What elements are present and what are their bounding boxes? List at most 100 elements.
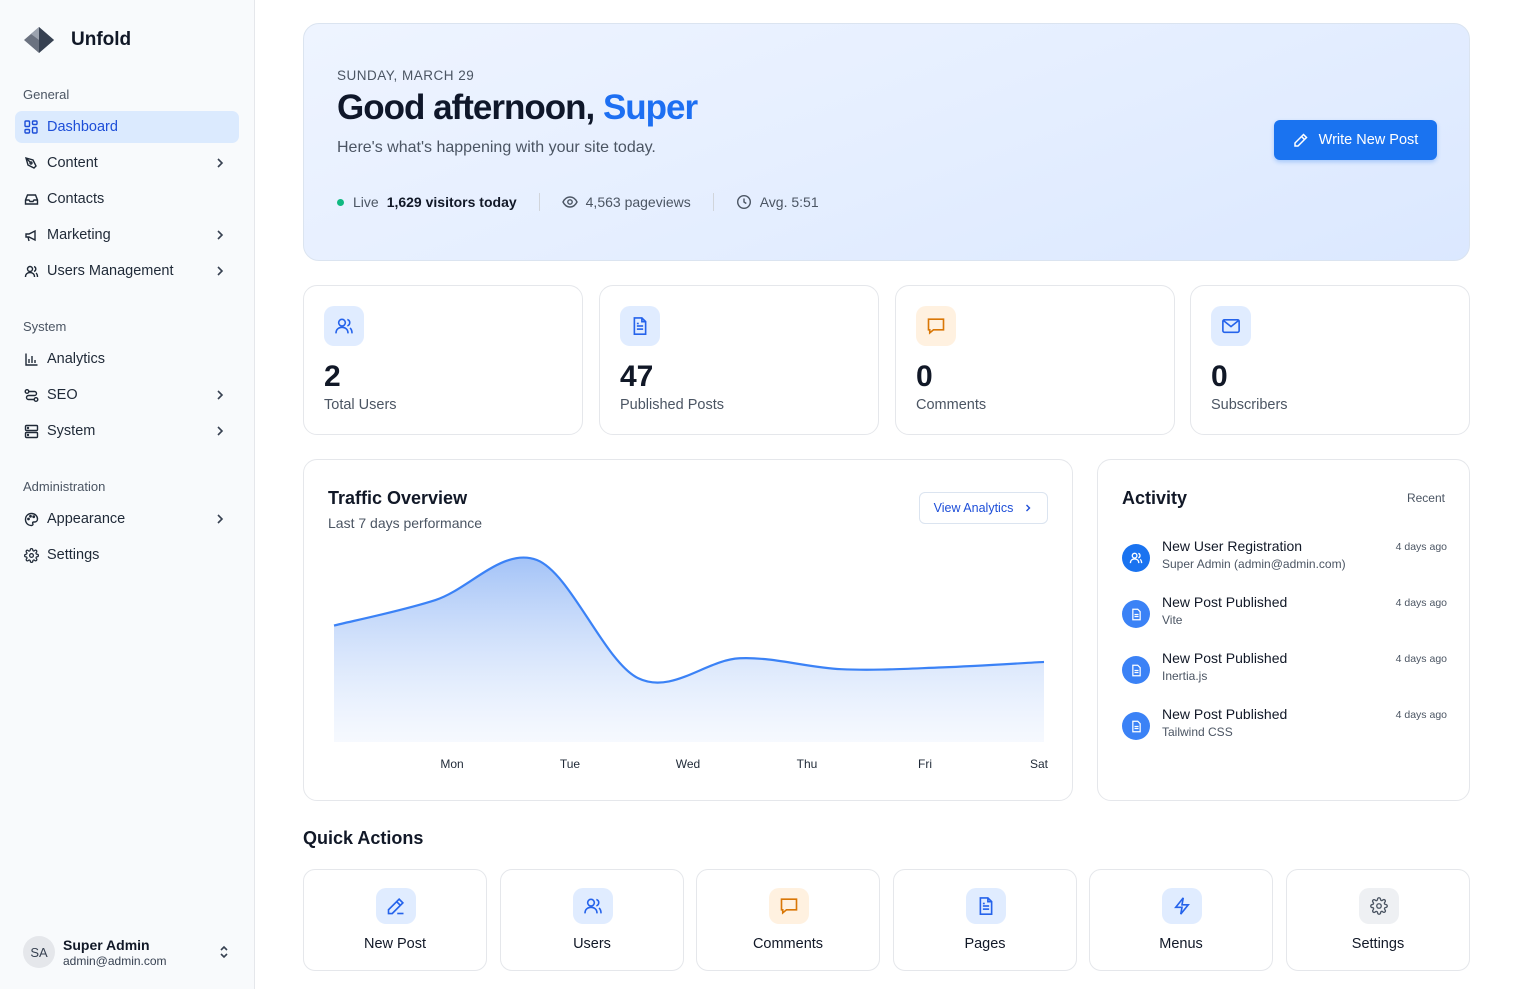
- quick-action-label: Menus: [1159, 936, 1203, 952]
- quick-action-settings[interactable]: Settings: [1286, 869, 1470, 971]
- quick-action-menus[interactable]: Menus: [1089, 869, 1273, 971]
- chevron-right-icon: [217, 230, 224, 240]
- stat-label: Subscribers: [1211, 397, 1288, 413]
- sidebar-item-label: System: [47, 423, 96, 439]
- users-icon: [335, 318, 353, 334]
- sidebar-item-label: SEO: [47, 387, 78, 403]
- document-icon: [1131, 608, 1141, 620]
- sidebar-item-appearance[interactable]: Appearance: [15, 503, 239, 535]
- x-tick-label: Wed: [676, 757, 700, 771]
- quick-action-icon-box: [966, 888, 1006, 924]
- section-general: General: [23, 87, 70, 102]
- avg-duration: Avg. 5:51: [759, 194, 819, 210]
- stat-icon-box: [620, 306, 660, 346]
- users-icon: [584, 898, 602, 914]
- activity-item[interactable]: New Post Published Vite 4 days ago: [1122, 594, 1447, 634]
- quick-action-label: Pages: [964, 936, 1006, 952]
- pencil-icon: [387, 897, 405, 915]
- sidebar-item-content[interactable]: Content: [15, 147, 239, 179]
- pencil-icon: [1293, 133, 1308, 147]
- activity-time: 4 days ago: [1395, 709, 1447, 721]
- gear-icon: [1370, 897, 1388, 915]
- divider: [712, 193, 714, 211]
- palette-icon: [23, 511, 39, 527]
- eye-icon: [561, 196, 578, 208]
- quick-actions-title: Quick Actions: [303, 828, 424, 848]
- dashboard-grid-icon: [23, 119, 39, 135]
- chevron-right-icon: [217, 514, 224, 524]
- sidebar-item-seo[interactable]: SEO: [15, 379, 239, 411]
- sidebar-item-label: Analytics: [47, 351, 106, 367]
- sidebar-item-label: Dashboard: [47, 119, 118, 135]
- activity-icon-box: [1122, 712, 1150, 740]
- greeting-name: Super: [602, 88, 698, 127]
- chevron-up-down-icon[interactable]: [217, 944, 231, 960]
- quick-action-users[interactable]: Users: [500, 869, 684, 971]
- activity-item[interactable]: New User Registration Super Admin (admin…: [1122, 538, 1447, 578]
- brand[interactable]: Unfold: [23, 26, 131, 54]
- activity-title-text: New User Registration: [1162, 538, 1303, 554]
- unfold-logo-icon: [24, 27, 54, 53]
- activity-recent-label: Recent: [1406, 491, 1445, 505]
- user-menu[interactable]: SA Super Admin admin@admin.com: [23, 932, 237, 972]
- activity-icon-box: [1122, 656, 1150, 684]
- hero-stats: Live 1,629 visitors today 4,563 pageview…: [337, 193, 819, 211]
- quick-action-icon-box: [769, 888, 809, 924]
- sidebar: Unfold General Dashboard Content Contact…: [0, 0, 255, 989]
- sidebar-item-users-management[interactable]: Users Management: [15, 255, 239, 287]
- users-icon: [23, 263, 39, 279]
- activity-desc: Super Admin (admin@admin.com): [1162, 557, 1346, 571]
- chevron-right-icon: [217, 426, 224, 436]
- x-tick-label: Mon: [440, 757, 463, 771]
- view-analytics-button[interactable]: View Analytics: [919, 492, 1048, 524]
- write-new-post-button[interactable]: Write New Post: [1274, 120, 1437, 160]
- quick-action-pages[interactable]: Pages: [893, 869, 1077, 971]
- quick-action-label: New Post: [363, 936, 427, 952]
- sidebar-item-system[interactable]: System: [15, 415, 239, 447]
- gear-icon: [23, 547, 39, 563]
- chevron-right-icon: [1026, 504, 1031, 512]
- section-administration: Administration: [23, 479, 106, 494]
- activity-time: 4 days ago: [1395, 653, 1447, 665]
- traffic-title: Traffic Overview: [328, 488, 468, 508]
- activity-desc: Tailwind CSS: [1162, 725, 1233, 739]
- activity-title-text: New Post Published: [1162, 594, 1288, 610]
- visitors-count: 1,629 visitors today: [386, 194, 517, 210]
- users-icon: [1129, 552, 1143, 564]
- divider: [538, 193, 540, 211]
- chevron-right-icon: [217, 266, 224, 276]
- quick-action-icon-box: [573, 888, 613, 924]
- activity-icon-box: [1122, 544, 1150, 572]
- stat-value: 2: [324, 360, 341, 393]
- sidebar-item-marketing[interactable]: Marketing: [15, 219, 239, 251]
- sidebar-item-settings[interactable]: Settings: [15, 539, 239, 571]
- pageviews-count: 4,563 pageviews: [585, 194, 691, 210]
- bar-chart-icon: [23, 351, 39, 367]
- pen-tool-icon: [23, 155, 39, 171]
- x-tick-label: Fri: [918, 757, 932, 771]
- hero-subtitle: Here's what's happening with your site t…: [337, 139, 656, 156]
- sidebar-item-label: Content: [47, 155, 98, 171]
- activity-item[interactable]: New Post Published Tailwind CSS 4 days a…: [1122, 706, 1447, 746]
- stat-label: Published Posts: [620, 397, 724, 413]
- traffic-subtitle: Last 7 days performance: [328, 515, 483, 531]
- activity-icon-box: [1122, 600, 1150, 628]
- inbox-icon: [23, 191, 39, 207]
- sidebar-item-dashboard[interactable]: Dashboard: [15, 111, 239, 143]
- stat-icon-box: [916, 306, 956, 346]
- chevron-right-icon: [217, 390, 224, 400]
- stat-card-published-posts: 47 Published Posts: [599, 285, 879, 435]
- message-icon: [927, 318, 945, 335]
- quick-action-icon-box: [1359, 888, 1399, 924]
- avatar: SA: [23, 936, 55, 968]
- quick-action-new-post[interactable]: New Post: [303, 869, 487, 971]
- quick-action-comments[interactable]: Comments: [696, 869, 880, 971]
- sidebar-item-contacts[interactable]: Contacts: [15, 183, 239, 215]
- quick-action-icon-box: [1162, 888, 1202, 924]
- sidebar-item-analytics[interactable]: Analytics: [15, 343, 239, 375]
- quick-action-label: Comments: [752, 936, 824, 952]
- x-tick-label: Thu: [797, 757, 818, 771]
- quick-action-label: Users: [573, 936, 611, 952]
- activity-item[interactable]: New Post Published Inertia.js 4 days ago: [1122, 650, 1447, 690]
- activity-time: 4 days ago: [1395, 597, 1447, 609]
